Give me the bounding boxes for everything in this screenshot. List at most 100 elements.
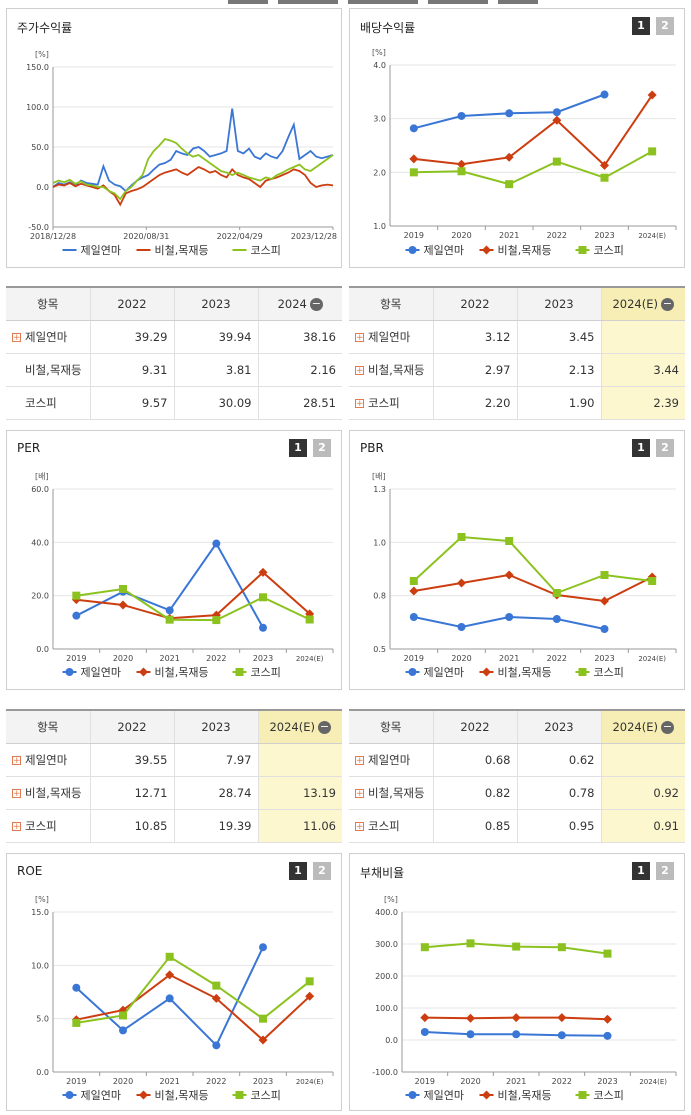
x-tick-label: 2020 — [451, 654, 471, 663]
data-point — [482, 667, 491, 677]
chart-view-2-button[interactable]: 2 — [656, 862, 674, 880]
cell: 2.13 — [516, 353, 601, 387]
debt-ratio-panel: 부채비율 1 2 [%] 400.0 300.0 200.0 100.0 0.0 -100.… — [349, 853, 685, 1111]
data-point — [603, 949, 612, 958]
data-point — [557, 1031, 566, 1040]
data-point — [409, 124, 418, 133]
x-tick-label: 2022 — [547, 654, 567, 663]
y-tick-label: 1.0 — [373, 538, 386, 547]
data-point — [259, 593, 267, 602]
chart-view-2-button[interactable]: 2 — [656, 439, 674, 457]
chart-view-1-button[interactable]: 1 — [632, 439, 650, 457]
expand-icon[interactable]: + — [12, 822, 21, 832]
chart-view-2-button[interactable]: 2 — [656, 17, 674, 35]
y-tick-label: 150.0 — [26, 63, 49, 72]
row-label: 코스피 — [368, 819, 400, 833]
row-label: 코스피 — [25, 819, 57, 833]
stock-return-panel: 주가수익률 [%] 150.0 100.0 50.0 0.0 -50.0 2018/12/2… — [6, 8, 342, 268]
x-tick-label: 2024(E) — [296, 1078, 324, 1086]
collapse-icon[interactable]: − — [318, 720, 331, 734]
collapse-icon[interactable]: − — [309, 297, 323, 311]
table-row: + 제일연마 39.55 7.97 — [6, 743, 342, 777]
data-point — [600, 571, 609, 579]
col-header: 2024(E) − — [257, 709, 342, 744]
cell: 39.29 — [89, 320, 174, 354]
top-tab-fragment — [348, 0, 418, 4]
data-point — [504, 570, 514, 580]
col-header: 항목 — [349, 286, 433, 321]
expand-icon[interactable]: + — [355, 399, 364, 409]
top-tab-fragment — [498, 0, 538, 4]
data-point — [600, 90, 609, 99]
col-header: 항목 — [6, 286, 90, 321]
chart-view-1-button[interactable]: 1 — [289, 862, 307, 880]
data-point — [552, 115, 562, 125]
legend-label: 제일연마 — [81, 243, 121, 257]
roe-chart: [%] 15.0 10.0 5.0 0.0 2019 2020 2021 2022 2023 202… — [31, 895, 334, 1102]
x-tick-label: 2024(E) — [638, 655, 666, 663]
chart-view-1-button[interactable]: 1 — [289, 439, 307, 457]
y-unit-label: [%] — [35, 895, 49, 904]
collapse-icon[interactable]: − — [661, 297, 674, 311]
table-row: 비철,목재등 9.31 3.81 2.16 — [6, 353, 342, 387]
data-point — [578, 246, 587, 254]
expand-icon[interactable]: + — [12, 756, 21, 766]
data-point — [600, 625, 609, 633]
y-tick-label: 5.0 — [36, 1015, 49, 1024]
top-tab-fragment — [278, 0, 338, 4]
x-tick-label: 2021 — [159, 654, 179, 663]
y-tick-label: 40.0 — [31, 538, 49, 547]
chart-view-1-button[interactable]: 1 — [632, 17, 650, 35]
row-label: 비철,목재등 — [368, 363, 425, 377]
series-line — [76, 973, 311, 1042]
x-tick-label: 2019 — [404, 654, 424, 663]
data-point — [466, 939, 475, 948]
data-point — [408, 1091, 417, 1099]
data-point — [603, 1031, 612, 1040]
y-unit-label: [배] — [372, 472, 386, 481]
chart-view-1-button[interactable]: 1 — [632, 862, 650, 880]
x-tick-label: 2023 — [253, 654, 273, 663]
cell: 2.39 — [600, 386, 685, 420]
y-tick-label: 100.0 — [375, 1004, 398, 1013]
x-tick-label: 2020 — [451, 231, 471, 240]
stock-return-table: 항목 2022 2023 2024− + 제일연마 39.29 39.94 38.… — [6, 286, 342, 420]
data-point — [409, 168, 418, 177]
data-point — [511, 1013, 521, 1023]
legend-label: 제일연마 — [424, 665, 464, 679]
x-tick-label: 2023/12/28 — [291, 232, 337, 241]
data-point — [457, 623, 466, 631]
cell: 3.45 — [516, 320, 601, 354]
data-point — [259, 1014, 267, 1023]
y-tick-label: 1.3 — [373, 485, 386, 494]
collapse-icon[interactable]: − — [661, 720, 674, 734]
panel-title: 부채비율 — [360, 866, 405, 880]
data-point — [420, 1013, 430, 1023]
row-label: 코스피 — [368, 396, 400, 410]
expand-icon[interactable]: + — [12, 333, 21, 343]
data-point — [552, 589, 561, 597]
data-point — [408, 246, 417, 254]
y-tick-label: 0.0 — [36, 1068, 49, 1077]
chart-view-2-button[interactable]: 2 — [313, 862, 331, 880]
cell: 3.44 — [600, 353, 685, 387]
data-point — [165, 952, 174, 961]
cell: 13.19 — [257, 776, 342, 810]
expand-icon[interactable]: + — [355, 756, 364, 766]
col-header: 2023 — [516, 286, 601, 321]
row-label: 비철,목재등 — [25, 786, 82, 800]
cell: 1.90 — [516, 386, 601, 420]
expand-icon[interactable]: + — [355, 333, 364, 343]
expand-icon[interactable]: + — [355, 822, 364, 832]
data-point — [119, 585, 127, 593]
data-point — [211, 610, 221, 620]
dividend-yield-panel: 배당수익률 1 2 [%] 4.0 3.0 2.0 1.0 2019 2020 2021 202… — [349, 8, 685, 268]
series-line — [52, 108, 334, 193]
dividend-yield-table: 항목 2022 2023 2024(E) − + 제일연마 3.12 3.45 + 비… — [349, 286, 685, 420]
expand-icon[interactable]: + — [355, 789, 364, 799]
expand-icon[interactable]: + — [355, 366, 364, 376]
expand-icon[interactable]: + — [12, 789, 21, 799]
chart-view-2-button[interactable]: 2 — [313, 439, 331, 457]
legend-label: 비철,목재등 — [498, 1089, 552, 1102]
y-tick-label: 0.0 — [385, 1036, 398, 1045]
